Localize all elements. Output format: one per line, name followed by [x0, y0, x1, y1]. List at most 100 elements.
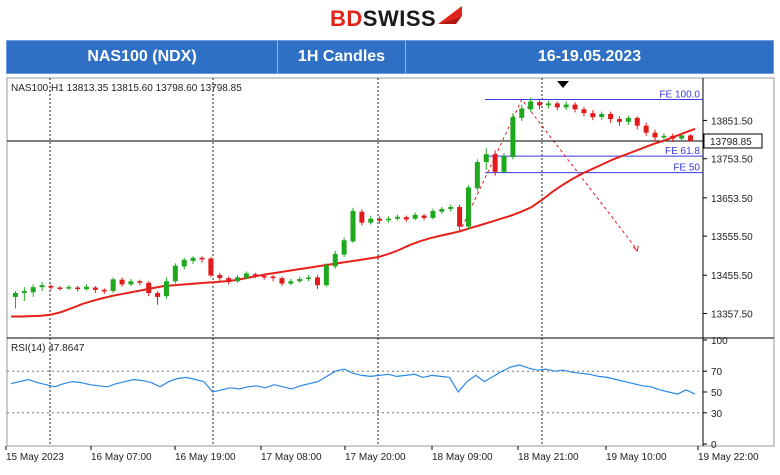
candle: [448, 204, 454, 212]
candle: [252, 272, 258, 279]
candle: [563, 101, 569, 111]
candle: [137, 279, 143, 286]
candle-body: [323, 265, 329, 286]
candle: [323, 263, 329, 287]
candle: [599, 111, 605, 121]
candle: [110, 277, 116, 293]
candle-body: [48, 285, 54, 288]
candle-body: [661, 135, 667, 138]
moving-average-line: [11, 127, 696, 318]
candle-body: [110, 279, 116, 292]
candle-body: [190, 257, 196, 261]
candle-body: [57, 287, 63, 290]
candle-body: [243, 273, 249, 278]
candle-body: [39, 285, 45, 288]
candle-body: [297, 278, 303, 282]
candle-body: [146, 282, 152, 293]
candle-body: [21, 291, 27, 293]
candle: [368, 215, 374, 225]
candle-body: [430, 210, 436, 218]
candle-body: [403, 217, 409, 220]
candle-body: [332, 253, 338, 267]
rsi-tick-label: 100: [711, 336, 728, 347]
candle: [48, 284, 54, 290]
candle-body: [386, 218, 392, 221]
chart-shift-marker-icon: [557, 81, 569, 88]
candle-body: [554, 103, 560, 108]
candle-body: [66, 287, 72, 289]
candle: [306, 275, 312, 282]
time-tick-label: 17 May 20:00: [345, 452, 406, 463]
candle: [572, 102, 578, 113]
brand-header: BDSWISS: [0, 0, 780, 38]
candle-body: [474, 162, 480, 189]
candle-body: [634, 117, 640, 126]
candle: [465, 185, 471, 229]
candle-body: [341, 240, 347, 255]
candle-body: [457, 207, 463, 227]
candle-body: [12, 293, 18, 297]
candle-body: [181, 259, 187, 267]
candle-body: [688, 135, 694, 141]
candle: [155, 291, 161, 305]
candle: [208, 257, 214, 278]
candle-body: [128, 281, 134, 285]
candle: [386, 216, 392, 223]
candle: [172, 263, 178, 284]
candle-body: [119, 279, 125, 285]
candle: [181, 257, 187, 270]
candle: [474, 159, 480, 192]
candle-body: [377, 218, 383, 221]
candle: [190, 256, 196, 265]
candle: [537, 99, 543, 110]
price-tick-label: 13455.50: [711, 271, 753, 282]
candle-body: [545, 103, 551, 106]
timeframe-label: 1H Candles: [278, 41, 406, 73]
candle-body: [368, 218, 374, 223]
brand-flag-icon: [438, 6, 462, 24]
rsi-title-label: RSI(14) 47.8647: [11, 343, 85, 354]
fib-level-label: FE 50: [673, 163, 700, 174]
candle-body: [483, 154, 489, 163]
candle: [652, 129, 658, 142]
candle: [421, 214, 427, 221]
candle-body: [510, 117, 516, 157]
candle-body: [537, 102, 543, 106]
chart-title-bar: NAS100 (NDX) 1H Candles 16-19.05.2023: [6, 40, 774, 74]
candle: [30, 284, 36, 297]
candle: [670, 133, 676, 143]
brand-logo: BDSWISS: [330, 6, 437, 31]
candle: [359, 209, 365, 226]
current-price-box: [703, 133, 763, 149]
candle-body: [359, 211, 365, 223]
candle: [554, 101, 560, 111]
candle-body: [163, 281, 169, 297]
candle-body: [101, 289, 107, 292]
candle-body: [288, 281, 294, 284]
candle: [634, 116, 640, 130]
time-tick-label: 19 May 10:00: [606, 452, 667, 463]
candle: [243, 271, 249, 280]
candle: [57, 285, 63, 291]
candle-body: [501, 156, 507, 172]
time-tick-label: 19 May 22:00: [698, 452, 759, 463]
fib-projection-path: [459, 98, 638, 251]
chart-frame: [6, 77, 775, 447]
candle-body: [172, 265, 178, 282]
candle: [483, 148, 489, 170]
time-tick-label: 16 May 19:00: [175, 452, 236, 463]
candle: [297, 276, 303, 283]
candle-body: [252, 274, 258, 276]
candle-body: [217, 275, 223, 279]
candle: [501, 153, 507, 174]
candle-body: [412, 214, 418, 219]
candle-body: [30, 287, 36, 293]
candle: [332, 250, 338, 269]
candle-body: [616, 119, 622, 122]
candle-body: [421, 215, 427, 218]
candle: [394, 214, 400, 221]
candle-body: [75, 287, 81, 290]
candle-body: [137, 281, 143, 283]
candle-body: [155, 293, 161, 297]
